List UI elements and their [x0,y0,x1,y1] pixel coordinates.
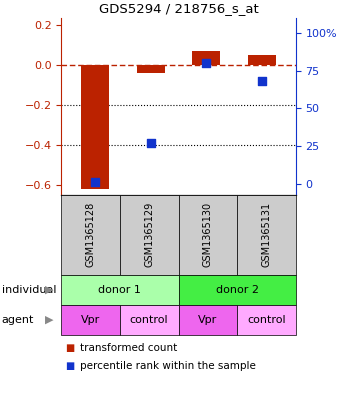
Text: control: control [247,315,286,325]
Text: individual: individual [2,285,56,295]
Text: transformed count: transformed count [80,343,178,353]
Text: GSM1365128: GSM1365128 [85,202,96,268]
Text: GSM1365131: GSM1365131 [261,202,272,267]
Text: ■: ■ [65,361,74,371]
Point [259,78,265,84]
Point [92,179,98,185]
Text: ▶: ▶ [45,285,53,295]
Text: percentile rank within the sample: percentile rank within the sample [80,361,256,371]
Text: agent: agent [2,315,34,325]
Text: control: control [130,315,168,325]
Text: GSM1365130: GSM1365130 [203,202,213,267]
Bar [193,51,220,64]
Text: donor 1: donor 1 [98,285,141,295]
Text: Vpr: Vpr [81,315,100,325]
Point [204,60,209,66]
Text: ▶: ▶ [45,315,53,325]
Bar [248,55,276,64]
Text: Vpr: Vpr [198,315,217,325]
Text: donor 2: donor 2 [216,285,259,295]
Text: GSM1365129: GSM1365129 [144,202,154,268]
Bar [81,64,109,189]
Point [148,140,153,146]
Title: GDS5294 / 218756_s_at: GDS5294 / 218756_s_at [99,2,258,15]
Text: ■: ■ [65,343,74,353]
Bar [136,64,164,73]
